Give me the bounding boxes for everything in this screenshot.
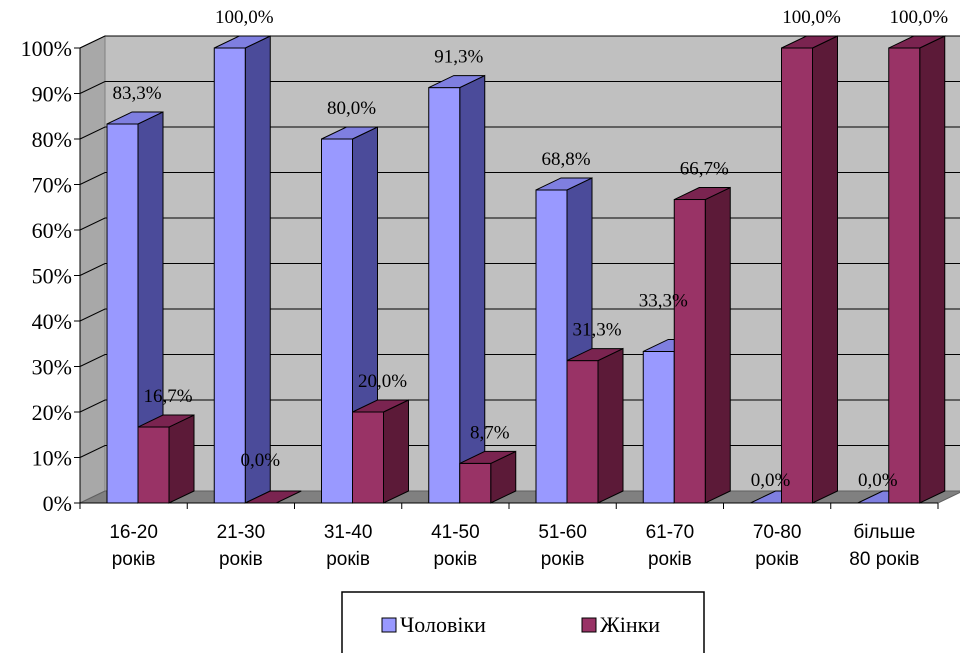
bar-men: [106, 123, 139, 504]
bar-women-side: [383, 399, 409, 504]
y-tick-label: 40%: [32, 309, 72, 334]
bar-men-top: [428, 75, 485, 89]
bar-women-top: [674, 187, 731, 201]
data-label-men: 83,3%: [112, 83, 161, 104]
axes: 0% 10% 20% 30% 40% 50% 60% 70% 80% 90% 100% 16-20 ро…: [21, 36, 939, 570]
data-label-men: 33,3%: [639, 290, 688, 311]
x-tick-label: років: [648, 549, 692, 570]
x-tick-label: 16-20: [109, 522, 158, 543]
data-label-men: 91,3%: [434, 47, 483, 68]
data-label-women: 100,0%: [889, 7, 948, 28]
legend-swatch-men: [381, 617, 397, 633]
x-tick-label: більше: [853, 522, 915, 543]
y-tick-label: 80%: [32, 127, 72, 152]
bar-men: [213, 47, 246, 504]
x-tick-label: років: [112, 549, 156, 570]
data-label-men: 0,0%: [751, 470, 791, 491]
data-label-women: 20,0%: [358, 371, 407, 392]
bar-women-side: [919, 35, 946, 504]
y-tick-label: 60%: [32, 218, 72, 243]
legend-label-women: Жінки: [600, 612, 660, 637]
bar-women: [459, 462, 492, 504]
data-label-men: 0,0%: [858, 470, 898, 491]
data-label-men: 68,8%: [541, 149, 590, 170]
data-labels: 83,3% 16,7% 100,0% 0,0% 80,0% 20,0% 91,3% 8,7% 6…: [112, 7, 948, 491]
bar-women: [566, 360, 599, 504]
bar-women-top: [888, 35, 945, 49]
x-tick-label: 70-80: [753, 522, 802, 543]
bar-men-top: [106, 111, 164, 125]
y-tick-label: 90%: [32, 82, 72, 107]
bar-men: [535, 189, 568, 504]
bar-women-top: [137, 414, 195, 428]
bar-women-top: [781, 35, 838, 49]
bar-women-top: [352, 399, 409, 413]
bar-women: [137, 426, 170, 504]
gridline: [79, 172, 960, 185]
bar-women-top: [566, 348, 624, 362]
data-label-women: 100,0%: [782, 7, 841, 28]
x-tick-label: років: [219, 549, 263, 570]
bars: [106, 35, 946, 504]
data-label-men: 80,0%: [327, 98, 376, 119]
bar-men: [428, 87, 461, 504]
bar-women: [673, 199, 706, 504]
x-tick-label: 41-50: [431, 522, 480, 543]
x-tick-label: 51-60: [538, 522, 587, 543]
data-label-women: 16,7%: [143, 386, 192, 407]
bar-men-top: [535, 177, 593, 191]
y-tick-label: 0%: [43, 491, 72, 516]
x-tick-label: 61-70: [646, 522, 695, 543]
bar-men-top: [214, 35, 271, 49]
bar-women-side: [168, 414, 195, 504]
x-tick-label: років: [433, 549, 477, 570]
bar-women: [352, 411, 384, 504]
data-label-women: 66,7%: [680, 159, 729, 180]
data-label-women: 0,0%: [240, 450, 280, 471]
data-label-women: 31,3%: [572, 320, 621, 341]
legend: Чоловіки Жінки: [341, 591, 705, 653]
y-tick-label: 10%: [32, 446, 72, 471]
gridline: [79, 81, 960, 94]
legend-box: [341, 591, 705, 653]
data-label-women: 8,7%: [470, 422, 510, 443]
legend-label-men: Чоловіки: [400, 612, 486, 637]
x-tick-label: 21-30: [217, 522, 266, 543]
bar-women-side: [812, 35, 838, 504]
x-tick-label: 31-40: [324, 522, 373, 543]
bar-women-top: [459, 450, 516, 464]
x-tick-label: років: [755, 549, 799, 570]
y-tick-label: 100%: [21, 36, 72, 61]
bar-women: [781, 47, 813, 504]
data-label-men: 100,0%: [215, 7, 274, 28]
bar-women: [888, 47, 921, 504]
bar-men-top: [321, 126, 378, 140]
legend-swatch-women: [581, 617, 597, 633]
bar-men: [321, 138, 353, 504]
y-tick-label: 50%: [32, 264, 72, 289]
y-tick-label: 20%: [32, 400, 72, 425]
y-tick-label: 70%: [32, 173, 72, 198]
bar-men: [642, 350, 675, 504]
gridline: [79, 126, 960, 140]
gridline: [79, 35, 960, 49]
x-tick-label: років: [541, 549, 585, 570]
bar-women-side: [704, 186, 731, 504]
x-tick-label: 80 років: [849, 549, 919, 570]
bar-men-side: [244, 35, 271, 504]
y-tick-label: 30%: [32, 355, 72, 380]
x-tick-label: років: [326, 549, 370, 570]
bar-women-side: [597, 347, 624, 504]
